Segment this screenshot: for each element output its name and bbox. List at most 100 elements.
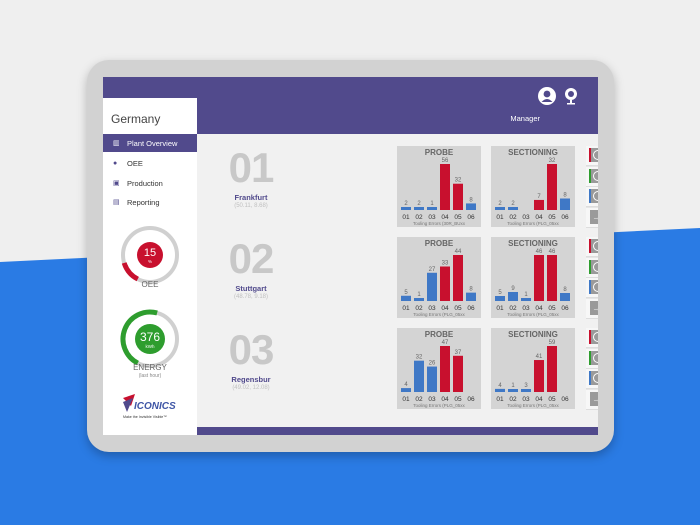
oee-value: 15 — [144, 247, 156, 259]
chart-bar[interactable] — [453, 355, 463, 392]
nav-item-reporting[interactable]: ▤ Reporting — [103, 193, 197, 211]
clock-icon — [589, 371, 598, 385]
x-tick-label: 03 — [522, 214, 530, 221]
chart-title: SECTIONING — [508, 239, 558, 248]
chart-bar[interactable] — [547, 255, 557, 301]
chart-bar[interactable] — [521, 389, 531, 392]
data-label: 59 — [549, 340, 556, 346]
kpi-row-setup[interactable]: SETUP TIMEhr7:00:00 — [586, 237, 598, 257]
chart-bar[interactable] — [547, 164, 557, 210]
nav-item-oee[interactable]: ● OEE — [103, 154, 197, 172]
chart-bar[interactable] — [414, 360, 424, 392]
kpi-row-setup[interactable]: SETUP TIMEhr3:00:00 — [586, 146, 598, 166]
site-name[interactable]: Regensbur — [231, 375, 271, 384]
chart-bar[interactable] — [521, 298, 531, 301]
logo-text: ICONICS — [134, 401, 176, 412]
sectioning-chart-panel[interactable]: SECTIONING Tooling Errors (PLG_05xx 01 2 02 2… — [491, 146, 575, 227]
data-label: 9 — [511, 286, 515, 292]
kpi-row-process[interactable]: PROCESS TIMEmin0:10 — [586, 257, 598, 278]
data-label: 4 — [404, 382, 408, 388]
sectioning-chart-panel[interactable]: SECTIONING Tooling Errors (PLG_05xx 01 4 02 1… — [491, 328, 575, 409]
chart-bar[interactable] — [495, 207, 505, 210]
arrow-right-icon[interactable]: → — [590, 391, 598, 406]
kpi-row-planned[interactable]: PLANNED DOWNTIMEhr/week5:00:00 — [586, 187, 598, 207]
x-tick-label: 06 — [561, 214, 569, 221]
globe-icon[interactable] — [563, 87, 579, 105]
user-avatar-icon[interactable] — [538, 87, 556, 105]
energy-gauge-center — [135, 324, 165, 354]
kpi-row-daily[interactable]: →DAILY AVERAGEunits814 — [586, 389, 598, 410]
chart-bar[interactable] — [560, 293, 570, 301]
chart-footer: Tooling Errors (PLG_05xx — [507, 312, 559, 317]
chart-bar[interactable] — [427, 272, 437, 301]
data-label: 56 — [442, 158, 449, 164]
chart-bar[interactable] — [534, 255, 544, 301]
site-number: 02 — [228, 235, 275, 282]
kpi-row-planned[interactable]: PLANNED DOWNTIMEhr/week5:00:00 — [586, 369, 598, 389]
oee-label: OEE — [141, 280, 159, 289]
x-tick-label: 02 — [415, 396, 423, 403]
kpi-row-process[interactable]: PROCESS TIMEmin0:15 — [586, 166, 598, 187]
chart-bar[interactable] — [401, 207, 411, 210]
x-tick-label: 02 — [415, 214, 423, 221]
chart-bar[interactable] — [440, 346, 450, 392]
site-coordinates: (48.78, 9.18) — [233, 294, 269, 300]
probe-chart-panel[interactable]: PROBE Tooling Errors (30R_BUxx 01 2 02 2 03 1 04… — [397, 146, 481, 227]
clock-face — [593, 241, 598, 251]
chart-bar[interactable] — [440, 164, 450, 210]
chart-bar[interactable] — [508, 207, 518, 210]
chart-bar[interactable] — [453, 183, 463, 210]
x-tick-label: 05 — [454, 214, 462, 221]
chart-bar[interactable] — [560, 198, 570, 211]
chart-bar[interactable] — [508, 292, 518, 301]
nav-item-production[interactable]: ▣ Production — [103, 174, 197, 192]
chart-bar[interactable] — [534, 360, 544, 392]
chart-bar[interactable] — [414, 207, 424, 210]
data-label: 32 — [549, 158, 556, 164]
kpi-row-process[interactable]: PROCESS TIMEmin0:15 — [586, 348, 598, 369]
data-label: 1 — [417, 292, 421, 298]
clock-face — [593, 191, 598, 201]
site-name[interactable]: Stuttgart — [235, 284, 267, 293]
chart-bar[interactable] — [427, 207, 437, 210]
chart-bar[interactable] — [440, 266, 450, 302]
nav-label: OEE — [127, 158, 143, 168]
chart-bar[interactable] — [495, 296, 505, 301]
chart-bar[interactable] — [401, 388, 411, 392]
energy-sub: (last hour) — [138, 373, 162, 379]
site-name[interactable]: Frankfurt — [234, 193, 268, 202]
iconics-logo: ICONICS Make the Invisible Visible™ — [123, 394, 176, 419]
probe-chart-panel[interactable]: PROBE Tooling Errors (PLG_05xx 01 4 02 32 03 26… — [397, 328, 481, 409]
chart-bar[interactable] — [427, 366, 437, 392]
chart-bar[interactable] — [466, 292, 476, 301]
kpi-row-planned[interactable]: PLANNED DOWNTIMEhr/week10:00:00 — [586, 278, 598, 298]
chart-footer: Tooling Errors (PLG_05xx — [507, 403, 559, 408]
data-label: 1 — [524, 292, 528, 298]
site-coordinates: (49.02, 12.08) — [232, 385, 270, 391]
clock-icon — [589, 259, 598, 274]
chart-bar[interactable] — [534, 199, 544, 210]
chart-bar[interactable] — [547, 346, 557, 392]
x-tick-label: 01 — [402, 305, 410, 312]
sectioning-chart-panel[interactable]: SECTIONING Tooling Errors (PLG_05xx 01 5 02 9… — [491, 237, 575, 318]
data-label: 46 — [536, 249, 543, 255]
probe-chart-panel[interactable]: PROBE Tooling Errors (PLG_05xx 01 5 02 1 03 27 0… — [397, 237, 481, 318]
chart-footer: Tooling Errors (PLG_05xx — [413, 312, 465, 317]
kpi-row-daily[interactable]: →DAILY AVERAGEunits785 — [586, 298, 598, 319]
chart-bar[interactable] — [401, 295, 411, 301]
kpi-row-daily[interactable]: →DAILY AVERAGEunits963 — [586, 207, 598, 228]
chart-bar[interactable] — [414, 298, 424, 301]
kpi-row-setup[interactable]: SETUP TIMEhr3:00:00 — [586, 328, 598, 348]
chart-bar[interactable] — [508, 389, 518, 392]
arrow-right-icon[interactable]: → — [590, 300, 598, 315]
arrow-right-icon[interactable]: → — [590, 209, 598, 224]
user-label[interactable]: Manager — [510, 114, 540, 123]
clock-face — [593, 282, 598, 292]
chart-bar[interactable] — [466, 203, 476, 210]
chart-bar[interactable] — [495, 388, 505, 392]
chart-footer: Tooling Errors (PLG_05xx — [413, 403, 465, 408]
nav-item-plant-overview[interactable]: ▥ Plant Overview — [103, 134, 197, 152]
chart-title: PROBE — [424, 148, 454, 157]
site-number: 01 — [228, 144, 275, 191]
chart-bar[interactable] — [453, 255, 463, 301]
